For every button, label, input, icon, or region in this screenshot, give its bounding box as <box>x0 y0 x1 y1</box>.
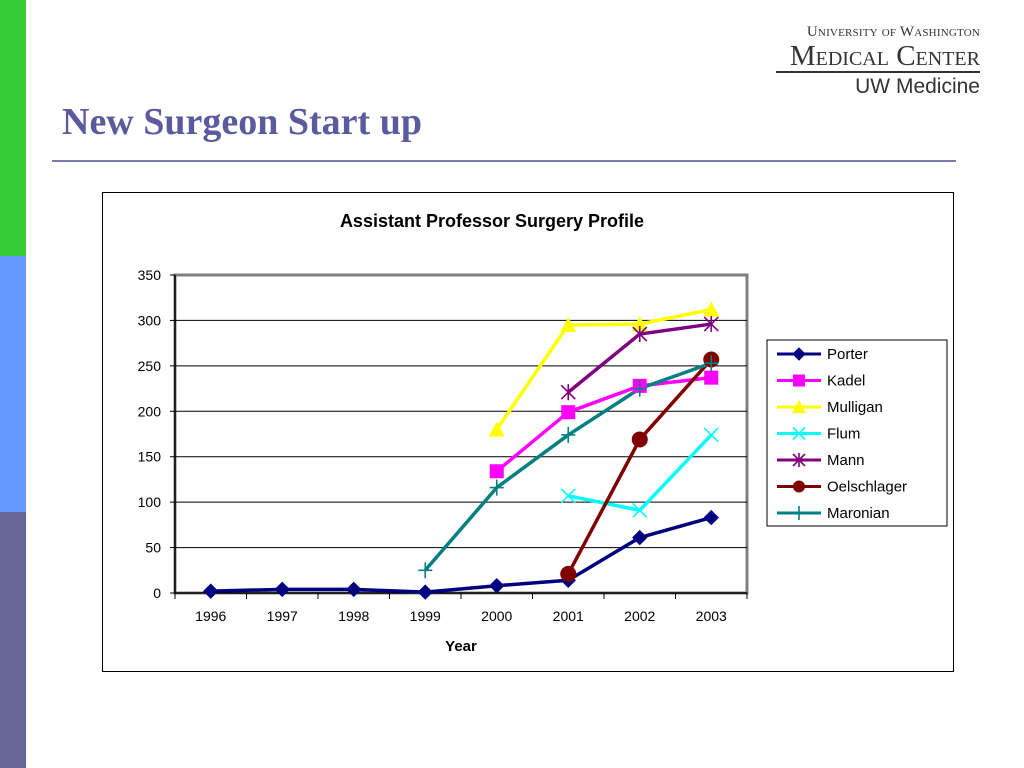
uw-medicine-logo: University of Washington Medical Center … <box>776 24 980 99</box>
y-tick-label: 350 <box>138 267 162 283</box>
logo-university-text: University of Washington <box>806 24 980 40</box>
data-point-maronian <box>632 380 647 397</box>
x-tick-label: 2002 <box>624 608 655 624</box>
data-point-flum <box>703 427 719 443</box>
slide-title: New Surgeon Start up <box>62 101 422 143</box>
legend-marker-porter <box>792 347 806 361</box>
legend-label-maronian: Maronian <box>827 505 890 522</box>
x-tick-label: 2000 <box>481 608 512 624</box>
title-divider <box>52 160 956 162</box>
data-point-kadel <box>489 464 504 479</box>
x-tick-label: 2003 <box>696 608 727 624</box>
data-point-mann <box>632 326 648 343</box>
line-chart: Assistant Professor Surgery Profile 0 50 10… <box>138 211 948 655</box>
y-tick-label: 100 <box>138 494 162 510</box>
legend-marker-kadel <box>793 374 805 387</box>
data-point-oelschlager <box>560 565 577 582</box>
data-point-maronian <box>418 562 433 579</box>
series-line-mulligan <box>495 307 712 431</box>
data-point-mann <box>703 316 719 333</box>
data-point-porter <box>203 583 219 599</box>
data-point-kadel <box>561 405 576 420</box>
x-tick-label: 1996 <box>195 608 226 624</box>
legend-label-kadel: Kadel <box>827 373 865 390</box>
data-point-porter <box>489 578 505 594</box>
legend-label-oelschlager: Oelschlager <box>827 479 907 496</box>
legend-marker-mulligan <box>792 400 806 413</box>
legend-marker-oelschlager <box>793 480 805 493</box>
chart-frame: Assistant Professor Surgery Profile 0 50 10… <box>102 192 954 672</box>
logo-medical-center-text: Medical Center <box>776 41 980 73</box>
legend-marker-flum <box>792 426 806 441</box>
y-tick-label: 200 <box>138 403 162 419</box>
data-point-oelschlager <box>631 431 648 448</box>
y-tick-label: 300 <box>138 312 162 328</box>
data-point-porter <box>346 581 362 598</box>
legend-marker-mann <box>792 453 806 467</box>
y-tick-label: 0 <box>153 585 161 601</box>
data-point-porter <box>274 581 290 598</box>
data-point-porter <box>703 509 719 526</box>
data-point-mulligan <box>488 421 505 437</box>
data-point-mulligan <box>703 301 720 317</box>
legend-label-mulligan: Mulligan <box>827 399 883 416</box>
data-point-mulligan <box>560 316 577 332</box>
x-tick-label: 1997 <box>267 608 298 624</box>
x-tick-label: 1998 <box>338 608 369 624</box>
accent-bar-green <box>0 0 26 256</box>
data-point-porter <box>632 529 648 546</box>
y-tick-label: 250 <box>138 358 162 374</box>
x-tick-label: 2001 <box>553 608 584 624</box>
data-point-mann <box>560 384 576 401</box>
logo-uw-medicine-text: UW Medicine <box>855 75 980 98</box>
legend-label-mann: Mann <box>827 452 865 469</box>
x-tick-label: 1999 <box>410 608 441 624</box>
accent-bar-purple <box>0 512 26 768</box>
legend-marker-maronian <box>793 506 805 520</box>
data-point-porter <box>417 584 433 600</box>
y-tick-label: 50 <box>145 540 161 556</box>
data-point-flum <box>560 488 576 504</box>
data-point-maronian <box>704 355 719 372</box>
y-tick-label: 150 <box>138 449 162 465</box>
data-point-maronian <box>561 426 576 443</box>
series-line-porter <box>210 515 712 594</box>
data-point-mulligan <box>631 316 648 332</box>
data-point-maronian <box>489 479 504 496</box>
chart-title: Assistant Professor Surgery Profile <box>340 211 644 231</box>
plot-area <box>173 273 749 595</box>
series-line-kadel <box>495 375 712 473</box>
legend-label-porter: Porter <box>827 346 868 363</box>
x-axis-label: Year <box>445 638 477 655</box>
legend-label-flum: Flum <box>827 426 860 443</box>
accent-bar-blue <box>0 256 26 512</box>
data-point-flum <box>632 502 648 518</box>
data-point-kadel <box>704 370 719 385</box>
